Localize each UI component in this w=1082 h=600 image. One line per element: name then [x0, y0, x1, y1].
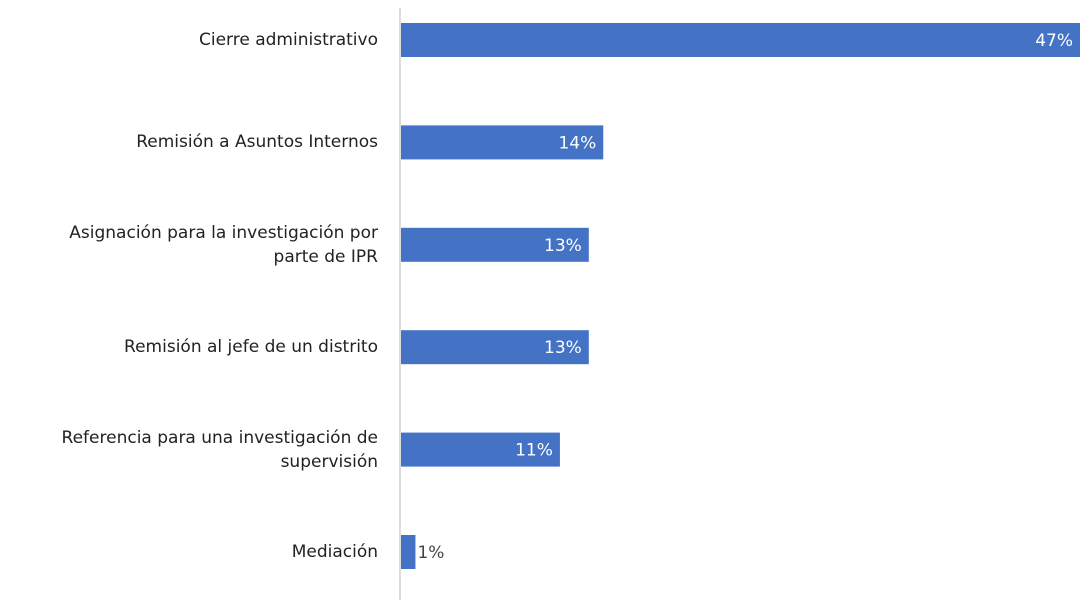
data-label: 13% [544, 236, 582, 256]
data-label: 13% [544, 338, 582, 358]
bar [401, 330, 589, 365]
bar [401, 432, 560, 467]
category-label: Cierre administrativo [199, 30, 378, 50]
category-label: Remisión al jefe de un distrito [124, 337, 378, 358]
category-label: Mediación [291, 542, 378, 562]
category-label: Referencia para una investigación de sup… [61, 427, 378, 472]
bar [401, 227, 589, 262]
data-label: 14% [558, 133, 596, 153]
data-label: 47% [1035, 31, 1073, 51]
bar [401, 125, 604, 160]
data-label: 1% [417, 543, 444, 563]
category-label: Asignación para la investigación por par… [69, 222, 378, 267]
category-label: Remisión a Asuntos Internos [136, 132, 378, 153]
bar [401, 535, 416, 569]
data-label: 11% [515, 441, 553, 461]
bar [401, 23, 1080, 57]
